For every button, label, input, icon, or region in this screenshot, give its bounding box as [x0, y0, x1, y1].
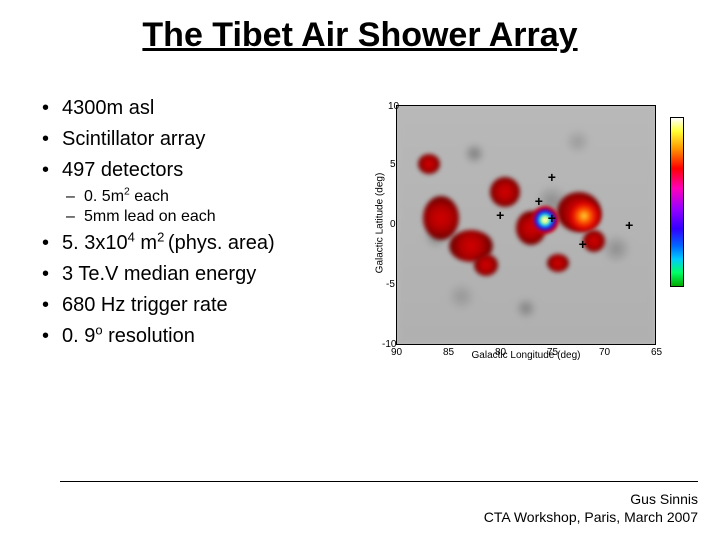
- list-item: 5mm lead on each: [66, 208, 370, 226]
- ytick: 10: [388, 101, 399, 112]
- emission-blob: [423, 196, 459, 240]
- ytick: 0: [390, 219, 396, 230]
- cross-marker: +: [548, 210, 556, 226]
- list-item: 497 detectors: [40, 157, 370, 184]
- bullets-top: 4300m asl Scintillator array 497 detectors: [40, 95, 370, 184]
- xtick: 85: [443, 347, 454, 358]
- list-item: 5. 3x104 m2 (phys. area): [40, 230, 370, 257]
- colorbar: [670, 117, 684, 287]
- cross-marker: +: [548, 169, 556, 185]
- cross-marker: +: [579, 236, 587, 252]
- list-item: 0. 9o resolution: [40, 323, 370, 350]
- cross-marker: +: [625, 217, 633, 233]
- list-item: 4300m asl: [40, 95, 370, 122]
- list-item: Scintillator array: [40, 126, 370, 153]
- cross-marker: +: [535, 193, 543, 209]
- footer-divider: [60, 481, 698, 482]
- page-title: The Tibet Air Shower Array: [0, 0, 720, 55]
- list-item: 0. 5m2 each: [66, 188, 370, 206]
- emission-blob: [418, 154, 440, 174]
- plot-frame: + + + + + +: [396, 105, 656, 345]
- footer-event: CTA Workshop, Paris, March 2007: [484, 509, 698, 527]
- xtick: 70: [599, 347, 610, 358]
- ytick: 5: [390, 159, 396, 170]
- xtick: 65: [651, 347, 662, 358]
- list-item: 3 Te.V median energy: [40, 261, 370, 288]
- xtick: 80: [495, 347, 506, 358]
- footer-credit: Gus Sinnis CTA Workshop, Paris, March 20…: [484, 491, 698, 526]
- content-row: 4300m asl Scintillator array 497 detectors…: [0, 55, 720, 375]
- xtick: 90: [391, 347, 402, 358]
- cross-marker: +: [496, 207, 504, 223]
- bullets-bottom: 5. 3x104 m2 (phys. area) 3 Te.V median en…: [40, 230, 370, 350]
- list-item: 680 Hz trigger rate: [40, 292, 370, 319]
- ytick: -5: [386, 279, 395, 290]
- footer-author: Gus Sinnis: [484, 491, 698, 509]
- y-axis-label: Galactic Latitude (deg): [375, 173, 386, 274]
- emission-blob: [547, 254, 569, 272]
- bullet-column: 4300m asl Scintillator array 497 detectors…: [40, 95, 370, 375]
- sky-map-figure: + + + + + + Galactic Latitude (deg) Galactic …: [370, 95, 700, 375]
- emission-blob: [474, 254, 498, 276]
- xtick: 75: [547, 347, 558, 358]
- x-axis-label: Galactic Longitude (deg): [472, 350, 581, 361]
- sub-bullets: 0. 5m2 each 5mm lead on each: [40, 188, 370, 226]
